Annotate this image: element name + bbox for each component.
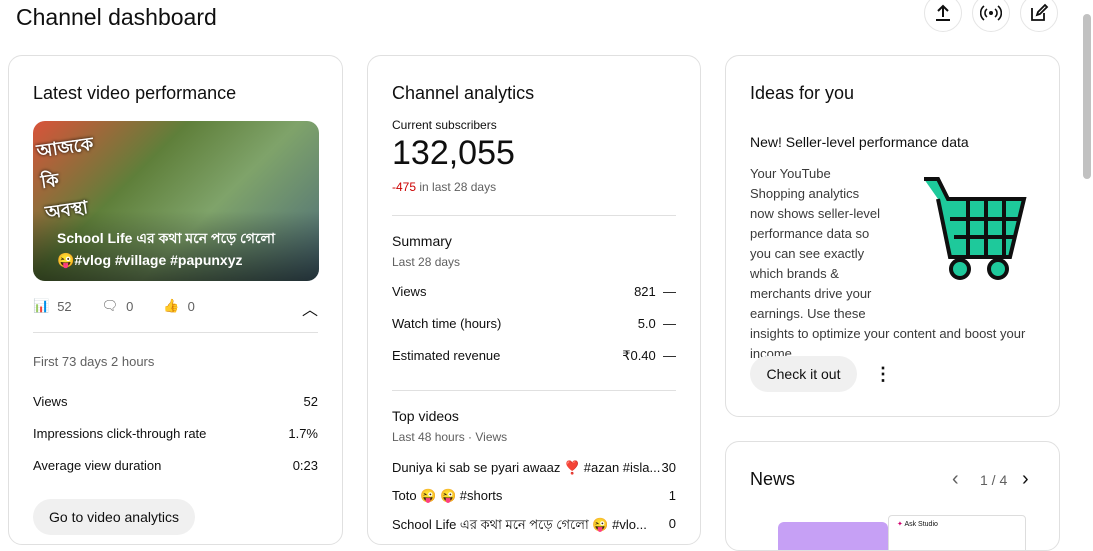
- top-video-row[interactable]: School Life এর কথা মনে পড়ে গেলো 😜 #vlo.…: [392, 516, 676, 532]
- subscriber-change: -475 in last 28 days: [392, 180, 497, 194]
- card-title: Latest video performance: [33, 83, 237, 103]
- page-scrollbar[interactable]: [1083, 14, 1091, 179]
- top-video-row[interactable]: Toto 😜 😜 #shorts 1: [392, 488, 676, 503]
- stat-row: Average view duration 0:23: [33, 458, 318, 473]
- subscriber-count: 132,055: [392, 134, 515, 172]
- upload-button[interactable]: [924, 0, 962, 32]
- page-title: Channel dashboard: [16, 4, 217, 30]
- comments-icon: 🗨: [101, 298, 119, 313]
- subscribers-label: Current subscribers: [392, 118, 497, 132]
- collapse-chevron-icon[interactable]: ︿: [302, 302, 319, 319]
- news-preview: ✦ Ask Studio: [888, 515, 1026, 550]
- period-label: First 73 days 2 hours: [33, 354, 155, 369]
- go-to-video-analytics-button[interactable]: Go to video analytics: [33, 499, 195, 535]
- likes-count: 0: [187, 298, 195, 314]
- idea-headline: New! Seller-level performance data: [750, 134, 969, 150]
- stat-row: Impressions click-through rate 1.7%: [33, 426, 318, 441]
- top-videos-title: Top videos: [392, 408, 459, 424]
- create-post-icon: [1031, 3, 1049, 21]
- next-icon[interactable]: ›: [1022, 468, 1029, 490]
- ideas-card: Ideas for you New! Seller-level performa…: [725, 55, 1060, 417]
- summary-row: Estimated revenue ₹0.40 —: [392, 348, 676, 363]
- views-count: 52: [57, 298, 72, 314]
- top-videos-period: Last 48 hours · Views: [392, 430, 508, 444]
- views-icon: 📊: [33, 298, 50, 313]
- news-card: News ‹ 1 / 4 › ✦ Ask Studio: [725, 441, 1060, 551]
- stat-row: Views 52: [33, 394, 318, 409]
- previous-icon[interactable]: ‹: [952, 468, 959, 490]
- create-post-button[interactable]: [1020, 0, 1058, 32]
- channel-analytics-card: Channel analytics Current subscribers 13…: [367, 55, 701, 545]
- thumbnail-title-line1: School Life এর কথা মনে পড়ে গেলো: [57, 230, 276, 246]
- check-it-out-button[interactable]: Check it out: [750, 356, 857, 392]
- news-image: [778, 522, 888, 550]
- go-live-icon: [980, 5, 1002, 21]
- summary-title: Summary: [392, 233, 452, 249]
- top-video-row[interactable]: Duniya ki sab se pyari awaaz ❣️ #azan #i…: [392, 460, 676, 475]
- news-page-indicator: 1 / 4: [980, 472, 1008, 488]
- card-title: Ideas for you: [750, 83, 855, 103]
- card-title: News: [750, 469, 796, 489]
- shopping-cart-icon: [924, 177, 1027, 280]
- likes-icon: 👍: [163, 298, 180, 313]
- summary-row: Views 821 —: [392, 284, 676, 299]
- comments-count: 0: [126, 298, 134, 314]
- go-live-button[interactable]: [972, 0, 1010, 32]
- idea-body: Your YouTube Shopping analytics now show…: [750, 166, 1026, 361]
- more-options-icon[interactable]: ⋮: [874, 364, 892, 384]
- thumbnail-title-line2: 😜#vlog #village #papunxyz: [57, 252, 243, 268]
- summary-period: Last 28 days: [392, 255, 461, 269]
- summary-row: Watch time (hours) 5.0 —: [392, 316, 676, 331]
- video-thumbnail[interactable]: আজকে কি অবস্থা School Life এর কথা মনে পড…: [33, 121, 319, 281]
- upload-icon: [936, 4, 950, 21]
- card-title: Channel analytics: [392, 83, 535, 103]
- latest-video-card: Latest video performance আজকে কি অবস্থা …: [8, 55, 343, 545]
